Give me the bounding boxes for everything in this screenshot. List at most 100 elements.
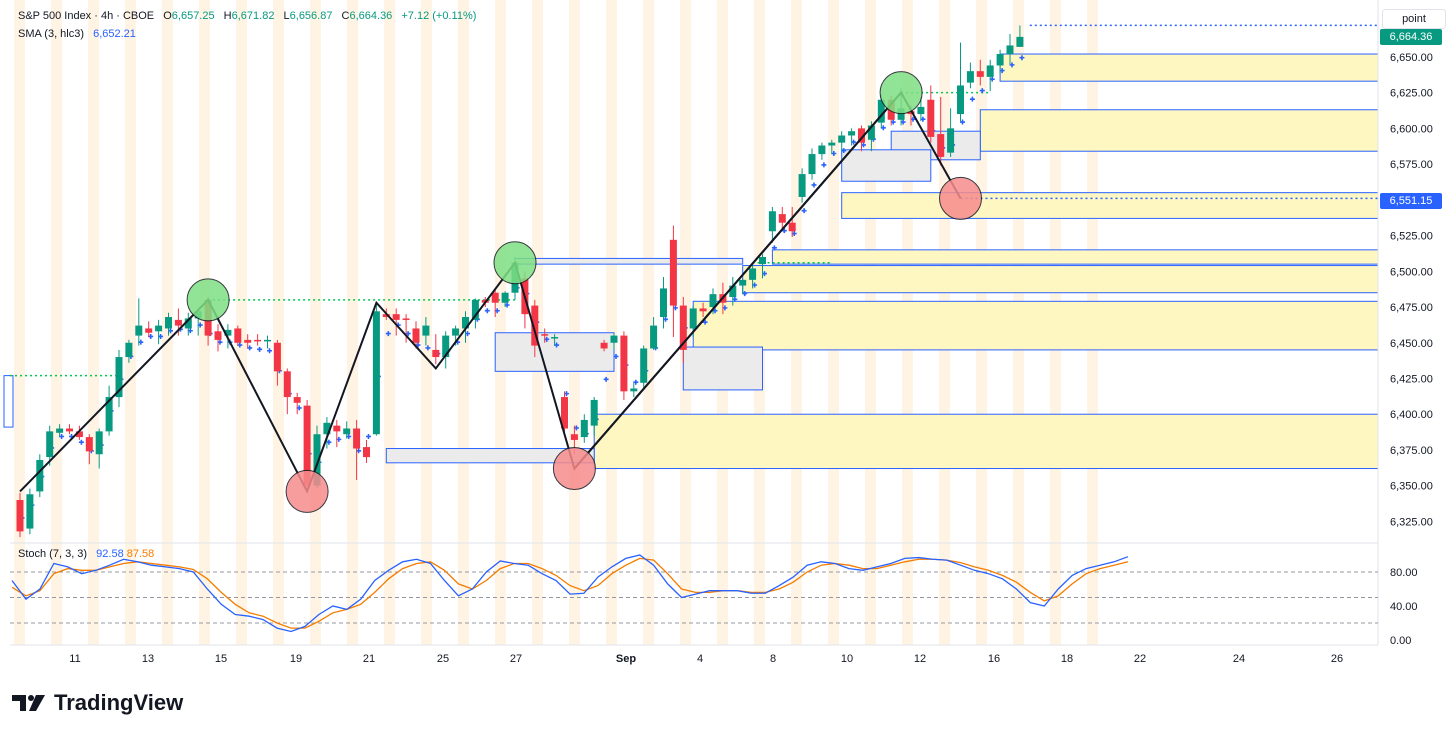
candle-body bbox=[75, 431, 83, 438]
price-tick: 6,575.00 bbox=[1390, 159, 1433, 171]
swing-lines bbox=[19, 71, 982, 513]
session-stripe bbox=[384, 0, 395, 645]
candle-body bbox=[16, 499, 24, 532]
candle-body bbox=[323, 422, 331, 435]
candle-body bbox=[541, 334, 549, 336]
price-zones bbox=[3, 24, 1379, 470]
candle-body bbox=[174, 319, 182, 326]
sma-point bbox=[781, 228, 787, 234]
candle-body bbox=[610, 335, 618, 343]
price-tick: 6,325.00 bbox=[1390, 516, 1433, 528]
candle-body bbox=[155, 325, 163, 332]
level-price-badge: 6,551.15 bbox=[1380, 193, 1442, 209]
price-tick: 6,475.00 bbox=[1390, 302, 1433, 314]
time-tick: Sep bbox=[616, 653, 636, 665]
sma-point bbox=[366, 434, 371, 440]
price-axis: 6,325.00 6,350.00 6,375.00 6,400.00 6,425.00… bbox=[1390, 52, 1433, 529]
session-stripe bbox=[347, 0, 358, 645]
candle-body bbox=[1006, 45, 1014, 55]
candle-body bbox=[442, 335, 450, 358]
candle-body bbox=[115, 357, 123, 398]
sma-legend: SMA (3, hlc3) 6,652.21 bbox=[18, 28, 136, 40]
candle-body bbox=[105, 397, 113, 432]
price-tick: 6,350.00 bbox=[1390, 481, 1433, 493]
stoch-tick: 40.00 bbox=[1390, 601, 1418, 613]
change-value: +7.12 (+0.11%) bbox=[401, 10, 477, 22]
candle-body bbox=[491, 292, 499, 303]
time-tick: 21 bbox=[363, 653, 375, 665]
swing-line bbox=[573, 91, 902, 470]
candle-body bbox=[867, 125, 875, 140]
price-tick: 6,425.00 bbox=[1390, 373, 1433, 385]
candle-body bbox=[640, 348, 648, 383]
candle-body bbox=[145, 328, 153, 333]
time-tick: 25 bbox=[437, 653, 449, 665]
sma-point bbox=[801, 208, 807, 214]
candle-body bbox=[135, 325, 143, 336]
candle-body bbox=[382, 314, 390, 318]
candle-body bbox=[590, 399, 598, 426]
swing-high-marker bbox=[879, 71, 923, 115]
candle-body bbox=[877, 99, 885, 123]
ohlc-legend: S&P 500 Index · 4h · CBOE O6,657.25 H6,6… bbox=[18, 10, 477, 22]
session-stripe bbox=[495, 0, 506, 645]
sma-point bbox=[613, 353, 619, 359]
candle-body bbox=[293, 397, 301, 403]
sma-point bbox=[267, 348, 272, 354]
imbalance-zone bbox=[682, 346, 763, 391]
sma-point bbox=[385, 331, 391, 337]
candle-body bbox=[848, 131, 856, 136]
sma-value: 6,652.21 bbox=[93, 28, 136, 40]
time-tick: 10 bbox=[841, 653, 853, 665]
price-tick: 6,600.00 bbox=[1390, 123, 1433, 135]
candle-body bbox=[501, 292, 509, 303]
stoch-tick: 0.00 bbox=[1390, 635, 1411, 647]
candle-body bbox=[660, 288, 667, 318]
zone bbox=[692, 300, 1379, 351]
price-tick: 6,650.00 bbox=[1390, 52, 1433, 64]
candle-body bbox=[452, 328, 460, 336]
candle-body bbox=[313, 434, 321, 486]
sma-point bbox=[702, 319, 708, 325]
candle-body bbox=[749, 268, 757, 280]
candle-body bbox=[422, 325, 430, 336]
candle-body bbox=[570, 434, 578, 440]
session-stripe bbox=[51, 0, 62, 645]
candle-body bbox=[759, 256, 766, 265]
time-axis: 11 13 15 19 21 25 27 Sep 4 8 10 12 16 18 22 24 26 bbox=[69, 653, 1343, 665]
zone bbox=[979, 109, 1379, 152]
sma-point bbox=[603, 376, 609, 382]
time-tick: 16 bbox=[988, 653, 1000, 665]
sma-point bbox=[1019, 55, 1025, 61]
high-value: 6,671.82 bbox=[231, 10, 275, 22]
swing-low-marker bbox=[552, 447, 596, 491]
point-label[interactable]: point bbox=[1382, 9, 1446, 29]
stoch-k-line bbox=[11, 554, 1129, 633]
candle-body bbox=[699, 308, 707, 312]
zone bbox=[3, 375, 14, 428]
session-stripe bbox=[606, 0, 617, 645]
time-tick: 12 bbox=[914, 653, 926, 665]
tradingview-logo[interactable]: TradingView bbox=[12, 690, 183, 716]
candle-body bbox=[778, 214, 786, 223]
price-tick: 6,400.00 bbox=[1390, 409, 1433, 421]
candle-body bbox=[768, 211, 776, 232]
stoch-legend: Stoch (7, 3, 3) 92.58 87.58 bbox=[18, 548, 155, 560]
candle-body bbox=[986, 65, 994, 77]
candle-body bbox=[927, 99, 935, 137]
candle-body bbox=[95, 431, 103, 455]
sma-point bbox=[1009, 62, 1015, 68]
sma-point bbox=[425, 345, 431, 351]
session-stripe bbox=[125, 0, 136, 645]
candle-body bbox=[303, 405, 311, 486]
candle-body bbox=[937, 134, 945, 157]
imbalance-zone bbox=[385, 448, 595, 464]
time-tick: 11 bbox=[69, 653, 80, 665]
candle-body bbox=[392, 314, 400, 320]
candle-body bbox=[26, 494, 34, 529]
candle-body bbox=[432, 349, 440, 358]
candle-body bbox=[471, 299, 479, 320]
candle-body bbox=[630, 388, 638, 392]
sma-point bbox=[811, 182, 817, 188]
